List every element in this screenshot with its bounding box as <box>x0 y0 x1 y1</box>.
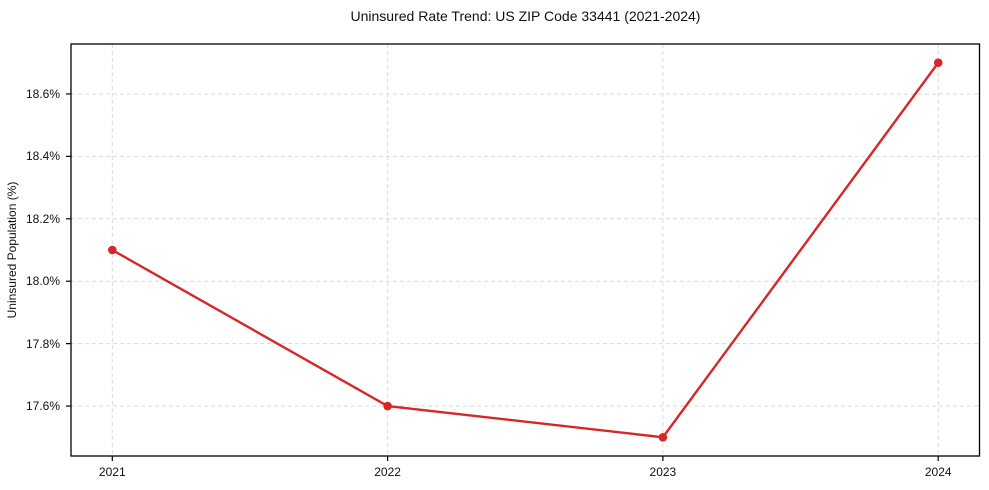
y-tick-label: 18.0% <box>25 274 60 289</box>
y-tick-label: 17.8% <box>25 336 60 351</box>
y-tick-label: 18.4% <box>25 149 60 164</box>
y-tick-label: 17.6% <box>25 399 60 414</box>
x-tick-label: 2023 <box>649 465 677 479</box>
data-point-marker <box>933 58 943 68</box>
data-point-marker <box>658 432 668 442</box>
plot-border <box>70 43 981 457</box>
y-tick-label: 18.2% <box>25 211 60 226</box>
y-tick-label: 18.6% <box>25 86 60 101</box>
data-point-marker <box>383 401 392 411</box>
data-point-marker <box>107 245 117 255</box>
x-tick-label: 2021 <box>98 465 126 479</box>
trend-line <box>111 62 940 439</box>
x-tick-label: 2024 <box>924 465 952 479</box>
chart-title: Uninsured Rate Trend: US ZIP Code 33441 … <box>350 8 701 24</box>
x-tick-label: 2022 <box>374 465 401 479</box>
